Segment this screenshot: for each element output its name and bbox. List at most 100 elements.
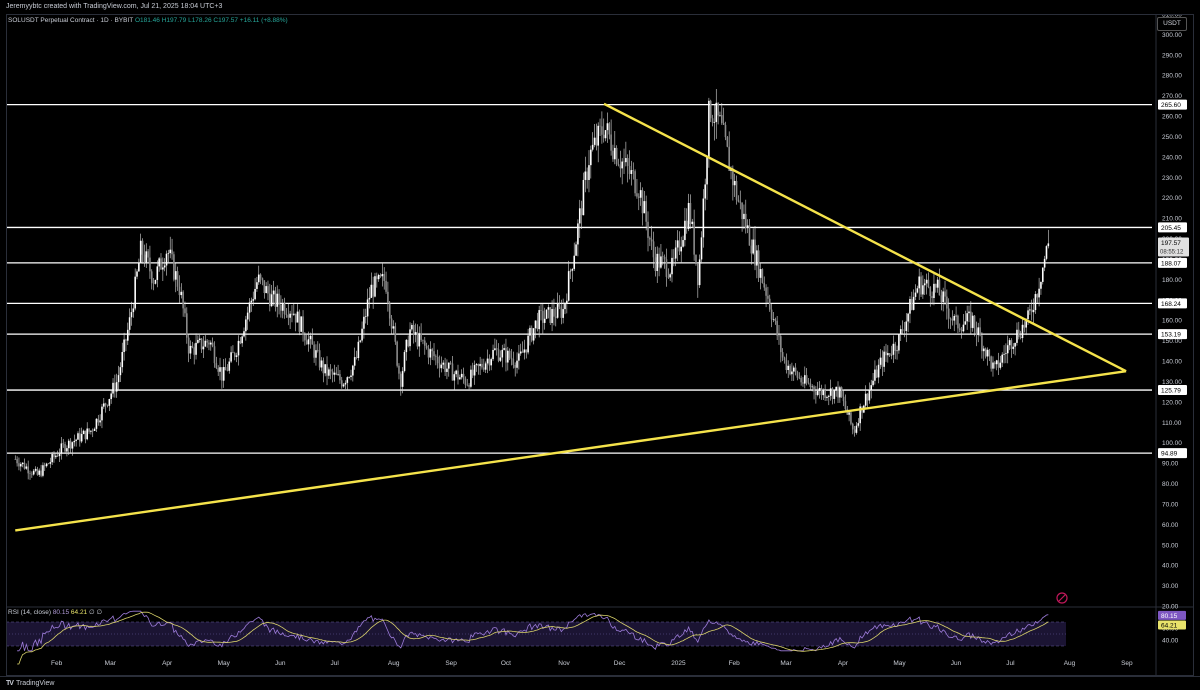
candle bbox=[964, 310, 967, 325]
candle-body bbox=[569, 270, 572, 272]
candle bbox=[864, 385, 867, 409]
candle-body bbox=[514, 364, 516, 368]
candle-body bbox=[222, 367, 225, 381]
candle bbox=[374, 272, 376, 298]
candle-body bbox=[763, 282, 766, 288]
candle-body bbox=[505, 348, 507, 363]
currency-unit-button[interactable]: USDT bbox=[1157, 17, 1187, 31]
candle-body bbox=[481, 363, 483, 368]
candle-body bbox=[67, 440, 70, 449]
candle-body bbox=[741, 202, 743, 220]
candle bbox=[160, 253, 162, 270]
candle-body bbox=[374, 276, 376, 297]
rsi-ma-box bbox=[1158, 620, 1186, 630]
candle bbox=[689, 194, 692, 229]
symbol-label[interactable]: SOLUSDT Perpetual Contract · 1D · BYBIT bbox=[8, 17, 134, 24]
rsi-line bbox=[17, 610, 1049, 652]
candle bbox=[776, 316, 778, 340]
candle bbox=[545, 309, 548, 320]
candle bbox=[553, 298, 555, 326]
candle-body bbox=[990, 356, 992, 369]
candle-body bbox=[851, 423, 854, 430]
candle bbox=[923, 278, 926, 295]
candle bbox=[992, 356, 994, 377]
candle-body bbox=[588, 165, 590, 181]
candle bbox=[435, 354, 437, 366]
candle bbox=[459, 374, 461, 380]
candle bbox=[1014, 342, 1016, 356]
candle-body bbox=[733, 180, 736, 186]
candle bbox=[296, 304, 299, 323]
candle bbox=[147, 248, 149, 263]
candle bbox=[287, 303, 290, 326]
candle-body bbox=[110, 393, 112, 400]
candle-body bbox=[540, 310, 542, 311]
candle bbox=[355, 350, 358, 360]
candle-body bbox=[1023, 324, 1026, 328]
time-tick-label: Feb bbox=[729, 660, 741, 667]
candle bbox=[390, 314, 393, 334]
candle-body bbox=[765, 287, 767, 296]
candle-body bbox=[117, 375, 120, 383]
price-tick-label: 150.00 bbox=[1162, 338, 1182, 345]
open-value: O181.46 bbox=[134, 17, 160, 24]
candle bbox=[754, 226, 756, 271]
candle bbox=[811, 384, 813, 392]
time-axis[interactable]: Feb Mar Apr May Jun Jul Aug Sep Oct Nov Dec 2025 Feb… bbox=[51, 660, 1133, 667]
candle-body bbox=[160, 258, 162, 270]
candle bbox=[405, 339, 408, 361]
candle-body bbox=[746, 225, 749, 229]
candle bbox=[346, 376, 349, 390]
candle bbox=[440, 356, 443, 373]
attribution-bar: Jeremyybtc created with TradingView.com,… bbox=[0, 0, 1200, 14]
candle bbox=[804, 366, 806, 389]
rsi-legend[interactable]: RSI (14, close) 80.15 64.21 ∅ ∅ bbox=[8, 608, 102, 616]
candle-body bbox=[792, 367, 795, 372]
candle bbox=[73, 434, 76, 447]
candle bbox=[447, 362, 450, 377]
symbol-legend[interactable]: SOLUSDT Perpetual Contract · 1D · BYBIT … bbox=[8, 17, 288, 24]
candle-body bbox=[91, 430, 94, 432]
candle bbox=[431, 347, 433, 360]
price-pane[interactable] bbox=[6, 14, 1194, 676]
price-axis[interactable]: 20.00 30.00 40.00 50.00 60.00 70.00 80.00 90.00… bbox=[1158, 12, 1189, 645]
candle bbox=[56, 450, 59, 458]
candle bbox=[901, 320, 904, 334]
candle-body bbox=[850, 412, 852, 424]
candle bbox=[64, 441, 66, 455]
candle-body bbox=[960, 329, 963, 332]
candle-body bbox=[409, 329, 411, 347]
candle bbox=[761, 268, 764, 284]
price-tick-label: 50.00 bbox=[1162, 542, 1179, 549]
candle bbox=[744, 199, 747, 234]
candle-body bbox=[1040, 281, 1042, 289]
candle bbox=[593, 124, 596, 148]
candle bbox=[802, 377, 804, 387]
candle-body bbox=[689, 202, 692, 225]
candle bbox=[573, 242, 576, 272]
rsi-label[interactable]: RSI (14, close) bbox=[8, 609, 51, 616]
candle bbox=[654, 246, 657, 277]
candle-body bbox=[870, 385, 873, 390]
candle-body bbox=[401, 371, 404, 387]
candle-body bbox=[43, 465, 46, 467]
candle bbox=[416, 324, 419, 350]
candle-body bbox=[1032, 310, 1035, 313]
candle bbox=[106, 404, 109, 408]
candle bbox=[316, 341, 319, 353]
candle bbox=[55, 452, 57, 459]
candle-body bbox=[400, 373, 402, 387]
candle-body bbox=[636, 193, 638, 197]
candle bbox=[377, 273, 380, 282]
candle-body bbox=[591, 144, 594, 150]
candle bbox=[934, 283, 937, 293]
candle-body bbox=[49, 462, 52, 464]
tradingview-logo-icon[interactable]: TV bbox=[6, 680, 14, 687]
candle bbox=[912, 289, 915, 311]
rsi-pane[interactable] bbox=[6, 610, 1066, 665]
candle-body bbox=[462, 373, 465, 379]
candle bbox=[95, 418, 98, 433]
candle-body bbox=[798, 377, 801, 379]
candle-body bbox=[486, 358, 489, 364]
